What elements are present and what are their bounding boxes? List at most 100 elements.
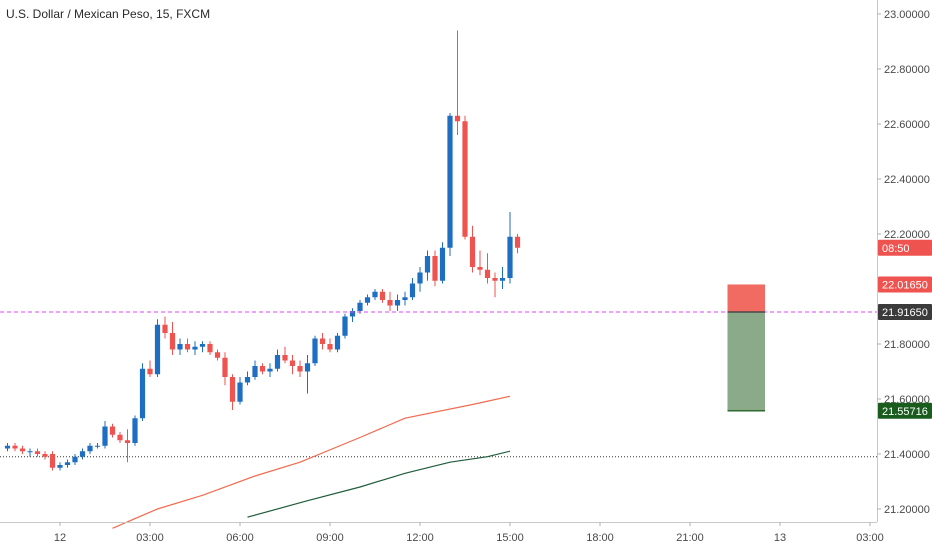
candle[interactable] <box>312 335 318 366</box>
candle[interactable] <box>12 443 18 452</box>
candle[interactable] <box>222 352 228 386</box>
candle[interactable] <box>124 429 131 463</box>
candle[interactable] <box>507 212 513 284</box>
price-tick-label: 22.80000 <box>884 64 930 76</box>
candle[interactable] <box>417 267 423 292</box>
plot-area[interactable] <box>0 30 877 529</box>
candle-body <box>117 434 123 441</box>
candle-body <box>387 300 393 306</box>
candle-body <box>424 256 431 273</box>
candle-body <box>94 445 101 447</box>
candle[interactable] <box>237 377 243 405</box>
candle[interactable] <box>72 454 78 465</box>
candle[interactable] <box>259 363 266 375</box>
candle[interactable] <box>4 443 11 452</box>
candle[interactable] <box>147 360 153 378</box>
candle[interactable] <box>267 363 273 377</box>
candle[interactable] <box>117 432 123 443</box>
candle[interactable] <box>274 349 281 372</box>
price-tag-label: 21.91650 <box>882 307 928 319</box>
candle[interactable] <box>372 289 378 300</box>
candle[interactable] <box>27 448 33 457</box>
candle[interactable] <box>454 30 461 136</box>
candle[interactable] <box>387 291 393 311</box>
candle-body <box>469 236 476 267</box>
candle[interactable] <box>87 443 93 454</box>
candle[interactable] <box>57 462 63 471</box>
candle[interactable] <box>439 242 446 284</box>
candle-body <box>334 335 341 350</box>
candle[interactable] <box>199 341 206 353</box>
candle[interactable] <box>409 278 416 300</box>
candle-body <box>342 316 348 336</box>
candle-body <box>349 311 356 317</box>
candle-body <box>454 115 461 122</box>
candle[interactable] <box>319 333 326 350</box>
candle[interactable] <box>34 448 41 457</box>
candle[interactable] <box>297 360 303 378</box>
price-tag-box <box>878 402 932 419</box>
candle-body <box>379 291 386 300</box>
candle[interactable] <box>169 322 176 355</box>
candle-body <box>514 236 521 248</box>
price-tag: 22.01650 <box>878 276 932 293</box>
candle[interactable] <box>432 250 438 287</box>
candle[interactable] <box>484 253 491 284</box>
candle[interactable] <box>342 313 348 339</box>
candle[interactable] <box>282 346 288 364</box>
candle[interactable] <box>207 341 213 355</box>
stop-loss-zone[interactable] <box>727 284 766 312</box>
candle[interactable] <box>64 459 71 468</box>
time-tick-label: 12 <box>54 532 66 544</box>
candle[interactable] <box>492 272 498 298</box>
candle-body <box>409 283 416 298</box>
candle[interactable] <box>154 319 161 377</box>
candle[interactable] <box>327 338 333 353</box>
candle[interactable] <box>109 423 116 438</box>
candle[interactable] <box>364 294 371 306</box>
candle[interactable] <box>349 308 356 322</box>
candle[interactable] <box>447 113 453 256</box>
candle[interactable] <box>229 374 236 410</box>
moving-average-fast <box>112 395 511 529</box>
candle-body <box>312 338 318 364</box>
candle[interactable] <box>192 341 198 355</box>
candle[interactable] <box>469 225 476 273</box>
take-profit-zone[interactable] <box>727 311 766 411</box>
candle-body <box>237 382 243 402</box>
candle[interactable] <box>462 115 468 240</box>
candle[interactable] <box>394 294 401 312</box>
candle[interactable] <box>499 267 506 289</box>
candle[interactable] <box>49 451 56 471</box>
candle[interactable] <box>79 448 86 460</box>
candle[interactable] <box>304 355 311 394</box>
candle[interactable] <box>289 355 296 375</box>
price-tag-label: 21.55716 <box>882 406 928 418</box>
candle[interactable] <box>177 338 183 356</box>
candle[interactable] <box>379 289 386 303</box>
candle[interactable] <box>139 363 146 421</box>
candle[interactable] <box>514 234 521 254</box>
candle[interactable] <box>19 445 26 454</box>
candle[interactable] <box>424 250 431 281</box>
candle[interactable] <box>132 415 138 446</box>
candle-body <box>492 278 498 281</box>
candle[interactable] <box>402 291 408 306</box>
candle[interactable] <box>42 451 48 460</box>
candle[interactable] <box>162 316 168 339</box>
candle-body <box>139 368 146 419</box>
candle-body <box>207 344 213 353</box>
candle[interactable] <box>334 333 341 353</box>
candle[interactable] <box>94 443 101 449</box>
candle[interactable] <box>252 360 258 380</box>
candle[interactable] <box>477 250 483 276</box>
candle[interactable] <box>244 371 251 386</box>
candle[interactable] <box>102 421 108 449</box>
candle-body <box>222 357 228 377</box>
candle[interactable] <box>357 300 363 314</box>
candle[interactable] <box>184 338 191 353</box>
candle-body <box>304 363 311 372</box>
candle[interactable] <box>214 349 221 361</box>
